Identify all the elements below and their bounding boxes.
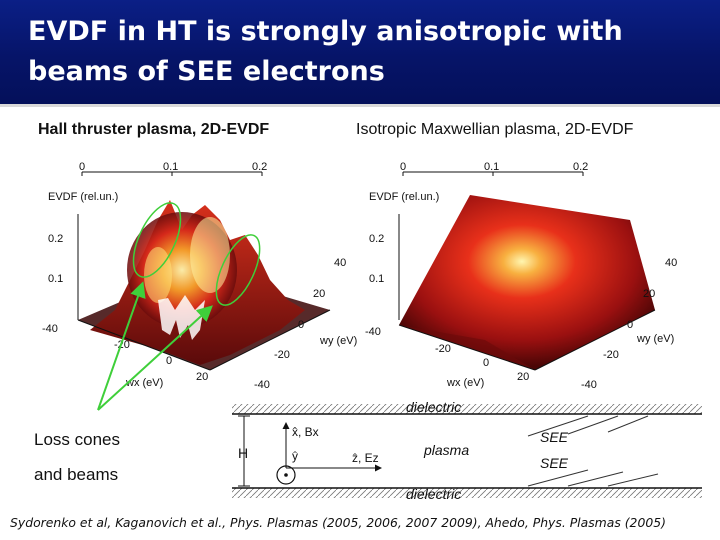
- right-z-tick-1: 0.1: [369, 273, 384, 285]
- right-wx-tick-2: 0: [483, 357, 489, 369]
- right-loss-cone-ellipse: [215, 234, 261, 306]
- left-z-tick-0: 0.2: [48, 233, 63, 245]
- y-axis-label: ŷ: [292, 449, 298, 463]
- top-wall: [232, 404, 702, 414]
- left-top-tick-1: 0.1: [163, 161, 178, 173]
- left-top-tick-2: 0.2: [252, 161, 267, 173]
- left-loss-cone-ellipse: [132, 202, 182, 278]
- height-label: H: [238, 445, 248, 461]
- left-wx-tick-2: 0: [166, 355, 172, 367]
- annotation-line2: and beams: [34, 465, 119, 484]
- bottom-wall-label: dielectric: [406, 486, 461, 502]
- z-axis-label: ẑ, Ez: [352, 451, 379, 465]
- right-evdf-plot: 0 0.1 0.2 EVDF (rel.un.) 0.2 0.1 -40 -20…: [365, 161, 677, 391]
- x-axis-label: x̂, Bx: [292, 425, 319, 439]
- top-wall-label: dielectric: [406, 400, 461, 415]
- arrow-to-left-cone: [97, 281, 146, 411]
- right-wx-tick-1: -20: [435, 343, 451, 355]
- right-top-tick-1: 0.1: [484, 161, 499, 173]
- left-wy-tick-4: -40: [254, 379, 270, 391]
- right-z-tick-0: 0.2: [369, 233, 384, 245]
- slide-title: EVDF in HT is strongly anisotropic with …: [28, 16, 623, 87]
- right-axis-title: EVDF (rel.un.): [369, 191, 439, 203]
- arrow-to-right-cone: [97, 305, 213, 411]
- left-wy-tick-1: 20: [313, 288, 325, 300]
- right-wx-label: wx (eV): [446, 377, 484, 389]
- right-wx-axis: [398, 324, 536, 371]
- left-wy-label: wy (eV): [319, 335, 357, 347]
- right-wy-tick-0: 40: [665, 257, 677, 269]
- right-surface: [399, 195, 655, 370]
- right-wx-tick-0: -40: [365, 326, 381, 338]
- right-wx-tick-3: 20: [517, 371, 529, 383]
- right-wy-label: wy (eV): [636, 333, 674, 345]
- left-wx-tick-3: 20: [196, 371, 208, 383]
- left-wx-axis: [77, 319, 211, 371]
- see-beam-lines: [527, 415, 659, 487]
- left-wx-tick-0: -40: [42, 323, 58, 335]
- left-wx-label: wx (eV): [125, 377, 163, 389]
- see-bottom-label: SEE: [540, 455, 569, 471]
- left-panel-heading: Hall thruster plasma, 2D-EVDF: [38, 121, 270, 138]
- left-axis-title: EVDF (rel.un.): [48, 191, 118, 203]
- title-bar: EVDF in HT is strongly anisotropic with …: [0, 0, 720, 107]
- right-wy-tick-3: -20: [603, 349, 619, 361]
- thruster-schematic: dielectric dielectric plasma H x̂, Bx ŷ …: [232, 400, 702, 502]
- see-top-label: SEE: [540, 429, 569, 445]
- right-top-tick-2: 0.2: [573, 161, 588, 173]
- right-top-tick-0: 0: [400, 161, 406, 173]
- right-wy-tick-4: -40: [581, 379, 597, 391]
- citation: Sydorenko et al, Kaganovich et al., Phys…: [10, 515, 666, 530]
- left-z-tick-1: 0.1: [48, 273, 63, 285]
- annotation-line1: Loss cones: [34, 430, 120, 449]
- y-axis-circle: [276, 465, 296, 485]
- left-wy-axis: [209, 309, 331, 371]
- left-wy-tick-2: 0: [298, 319, 304, 331]
- right-wy-axis: [534, 309, 656, 371]
- right-panel-heading: Isotropic Maxwellian plasma, 2D-EVDF: [356, 121, 634, 138]
- right-wy-tick-2: 0: [627, 319, 633, 331]
- bottom-wall: [232, 488, 702, 498]
- left-wx-tick-1: -20: [114, 339, 130, 351]
- left-wy-tick-3: -20: [274, 349, 290, 361]
- left-wy-tick-0: 40: [334, 257, 346, 269]
- left-top-tick-0: 0: [79, 161, 85, 173]
- right-wy-tick-1: 20: [643, 288, 655, 300]
- plasma-label: plasma: [423, 442, 469, 458]
